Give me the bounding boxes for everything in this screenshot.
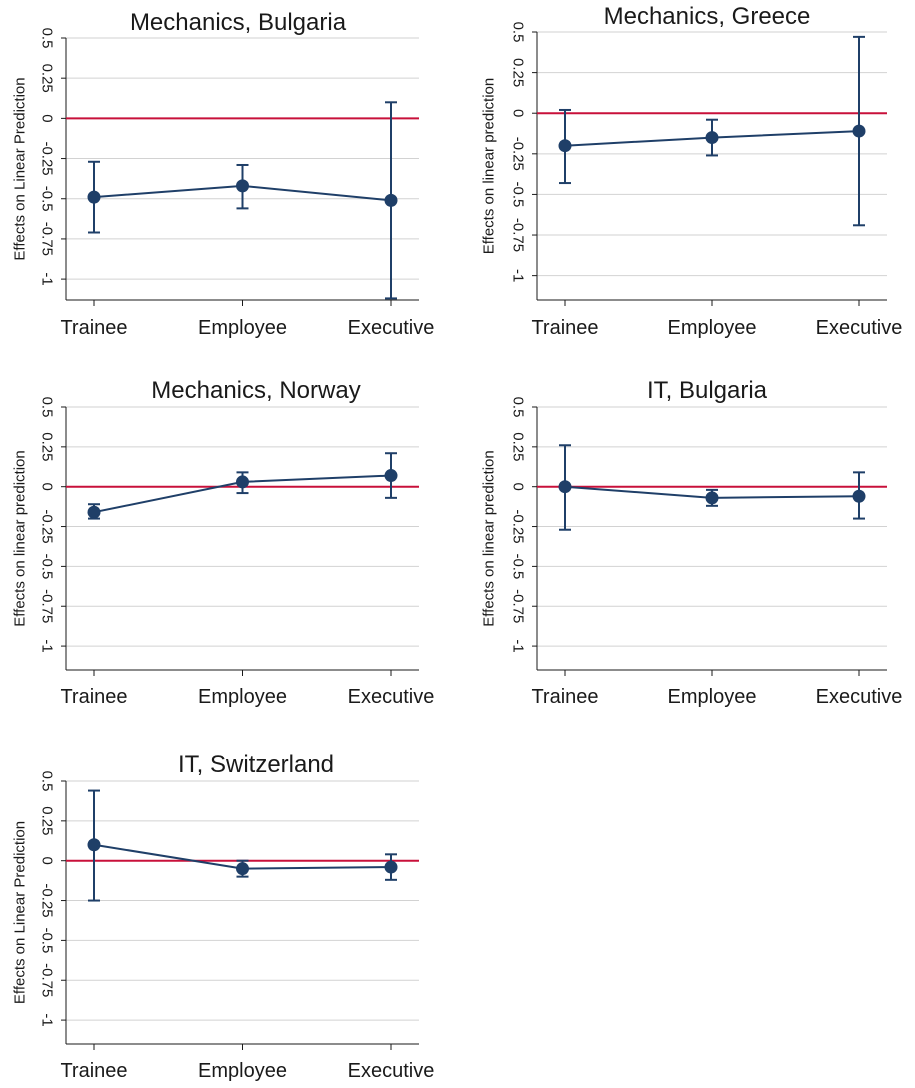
y-tick-label: -0.5 <box>39 186 56 212</box>
x-tick-label: Trainee <box>531 686 598 708</box>
y-tick-label: -0.5 <box>510 553 527 579</box>
chart-title: Mechanics, Norway <box>151 377 360 404</box>
y-tick-label: -0.5 <box>510 181 527 207</box>
y-tick-label: 0.25 <box>39 806 56 835</box>
x-tick-label: Employee <box>668 686 757 708</box>
y-tick-label: -0.25 <box>510 509 527 543</box>
y-tick-label: 0.5 <box>510 22 527 43</box>
data-point <box>236 179 249 193</box>
y-tick-label: -0.75 <box>510 218 527 252</box>
chart-title: IT, Switzerland <box>178 751 334 778</box>
y-tick-label: 0.25 <box>39 64 56 93</box>
y-tick-label: -1 <box>510 639 527 652</box>
chart-panel: 0.5 0.25 0 -0.25 -0.5 -0.75 -1 Trainee Employee E… <box>12 377 435 708</box>
data-point <box>236 475 249 489</box>
x-tick-label: Employee <box>668 317 757 339</box>
x-tick-label: Trainee <box>60 1060 127 1082</box>
x-tick-label: Employee <box>198 1060 287 1082</box>
y-axis-title: Effects on linear prediction <box>12 450 29 627</box>
x-tick-label: Executive <box>348 317 435 339</box>
y-tick-label: 0.25 <box>510 58 527 87</box>
data-point <box>558 139 572 153</box>
x-tick-label: Executive <box>816 317 903 339</box>
y-tick-label: 0 <box>39 483 56 491</box>
y-tick-label: 0.5 <box>39 771 56 792</box>
y-tick-label: -1 <box>39 639 56 652</box>
data-point <box>87 505 101 519</box>
data-point <box>87 838 101 852</box>
y-tick-label: -0.25 <box>510 137 527 171</box>
x-tick-label: Employee <box>198 686 287 708</box>
x-tick-label: Trainee <box>531 317 598 339</box>
y-tick-label: 0.5 <box>39 28 56 49</box>
data-point <box>852 489 866 503</box>
y-axis-title: Effects on linear prediction <box>481 78 498 255</box>
x-tick-label: Trainee <box>60 686 127 708</box>
chart-panel: 0.5 0.25 0 -0.25 -0.5 -0.75 -1 Trainee Employee E… <box>481 377 903 708</box>
y-tick-label: 0.5 <box>510 397 527 418</box>
x-tick-label: Trainee <box>60 317 127 339</box>
y-tick-label: -1 <box>39 272 56 285</box>
x-tick-label: Employee <box>198 317 287 339</box>
chart-title: IT, Bulgaria <box>647 377 768 404</box>
chart-panel: 0.5 0.25 0 -0.25 -0.5 -0.75 -1 Trainee Employee E… <box>481 3 903 339</box>
y-tick-label: 0.25 <box>39 432 56 461</box>
data-point <box>705 491 719 505</box>
data-point <box>705 131 719 145</box>
y-tick-label: 0 <box>510 483 527 491</box>
y-tick-label: -0.75 <box>39 222 56 256</box>
y-tick-label: -0.75 <box>39 963 56 997</box>
data-point <box>558 480 572 494</box>
y-axis-title: Effects on linear prediction <box>481 450 498 627</box>
y-tick-label: 0 <box>39 114 56 122</box>
y-axis-title: Effects on Linear Prediction <box>12 821 29 1004</box>
data-point <box>384 469 398 483</box>
y-tick-label: 0 <box>510 109 527 117</box>
y-tick-label: -0.5 <box>39 553 56 579</box>
y-tick-label: 0.5 <box>39 397 56 418</box>
chart-title: Mechanics, Greece <box>604 3 811 30</box>
data-point <box>852 124 866 138</box>
data-point <box>236 862 249 876</box>
data-point <box>87 190 101 204</box>
y-tick-label: -0.5 <box>39 927 56 953</box>
y-tick-label: -0.25 <box>39 509 56 543</box>
y-tick-label: -1 <box>510 269 527 282</box>
y-tick-label: -0.75 <box>510 589 527 623</box>
x-tick-label: Executive <box>348 686 435 708</box>
chart-panel: 0.5 0.25 0 -0.25 -0.5 -0.75 -1 Trainee Employee E… <box>12 751 435 1082</box>
y-tick-label: -0.75 <box>39 589 56 623</box>
x-tick-label: Executive <box>348 1060 435 1082</box>
x-tick-label: Executive <box>816 686 903 708</box>
y-tick-label: -0.25 <box>39 883 56 917</box>
y-tick-label: 0 <box>39 857 56 865</box>
y-axis-title: Effects on Linear Prediction <box>12 77 29 260</box>
chart-panel: 0.5 0.25 0 -0.25 -0.5 -0.75 -1 Trainee Employee E… <box>12 9 435 339</box>
data-point <box>384 193 398 207</box>
chart-title: Mechanics, Bulgaria <box>130 9 347 36</box>
y-tick-label: -0.25 <box>39 141 56 175</box>
data-point <box>384 860 398 874</box>
y-tick-label: 0.25 <box>510 432 527 461</box>
y-tick-label: -1 <box>39 1013 56 1026</box>
